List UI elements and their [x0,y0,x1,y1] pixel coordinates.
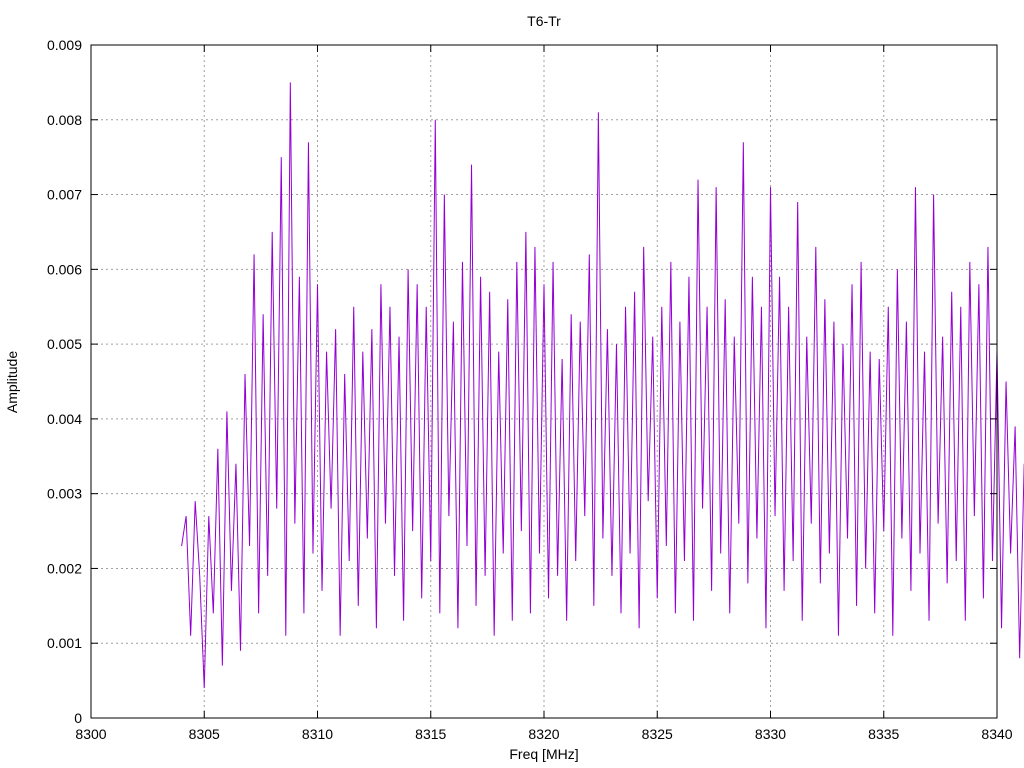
x-tick-label: 8305 [189,726,220,742]
y-tick-label: 0.005 [47,336,82,352]
y-tick-label: 0.006 [47,261,82,277]
y-tick-label: 0.003 [47,486,82,502]
y-tick-label: 0.008 [47,112,82,128]
amplitude-series-line [181,82,1024,689]
x-tick-label: 8335 [868,726,899,742]
y-tick-label: 0.002 [47,560,82,576]
x-tick-label: 8330 [755,726,786,742]
x-tick-label: 8320 [528,726,559,742]
y-tick-labels: 0 0.001 0.002 0.003 0.004 0.005 0.006 0.007 0.00… [47,37,82,726]
x-tick-label: 8325 [642,726,673,742]
x-tick-labels: 8300 8305 8310 8315 8320 8325 8330 8335 8340 [75,726,1012,742]
chart-title: T6-Tr [527,13,561,29]
y-axis-title: Amplitude [4,351,20,413]
x-tick-label: 8315 [415,726,446,742]
x-axis-title: Freq [MHz] [509,746,578,762]
tick-marks [90,44,998,719]
x-tick-label: 8340 [981,726,1012,742]
x-tick-label: 8300 [75,726,106,742]
y-tick-label: 0.004 [47,411,82,427]
y-tick-label: 0.001 [47,635,82,651]
y-tick-label: 0.007 [47,187,82,203]
y-tick-label: 0 [74,710,82,726]
y-tick-label: 0.009 [47,37,82,53]
x-tick-label: 8310 [302,726,333,742]
series-layer [181,82,1024,689]
